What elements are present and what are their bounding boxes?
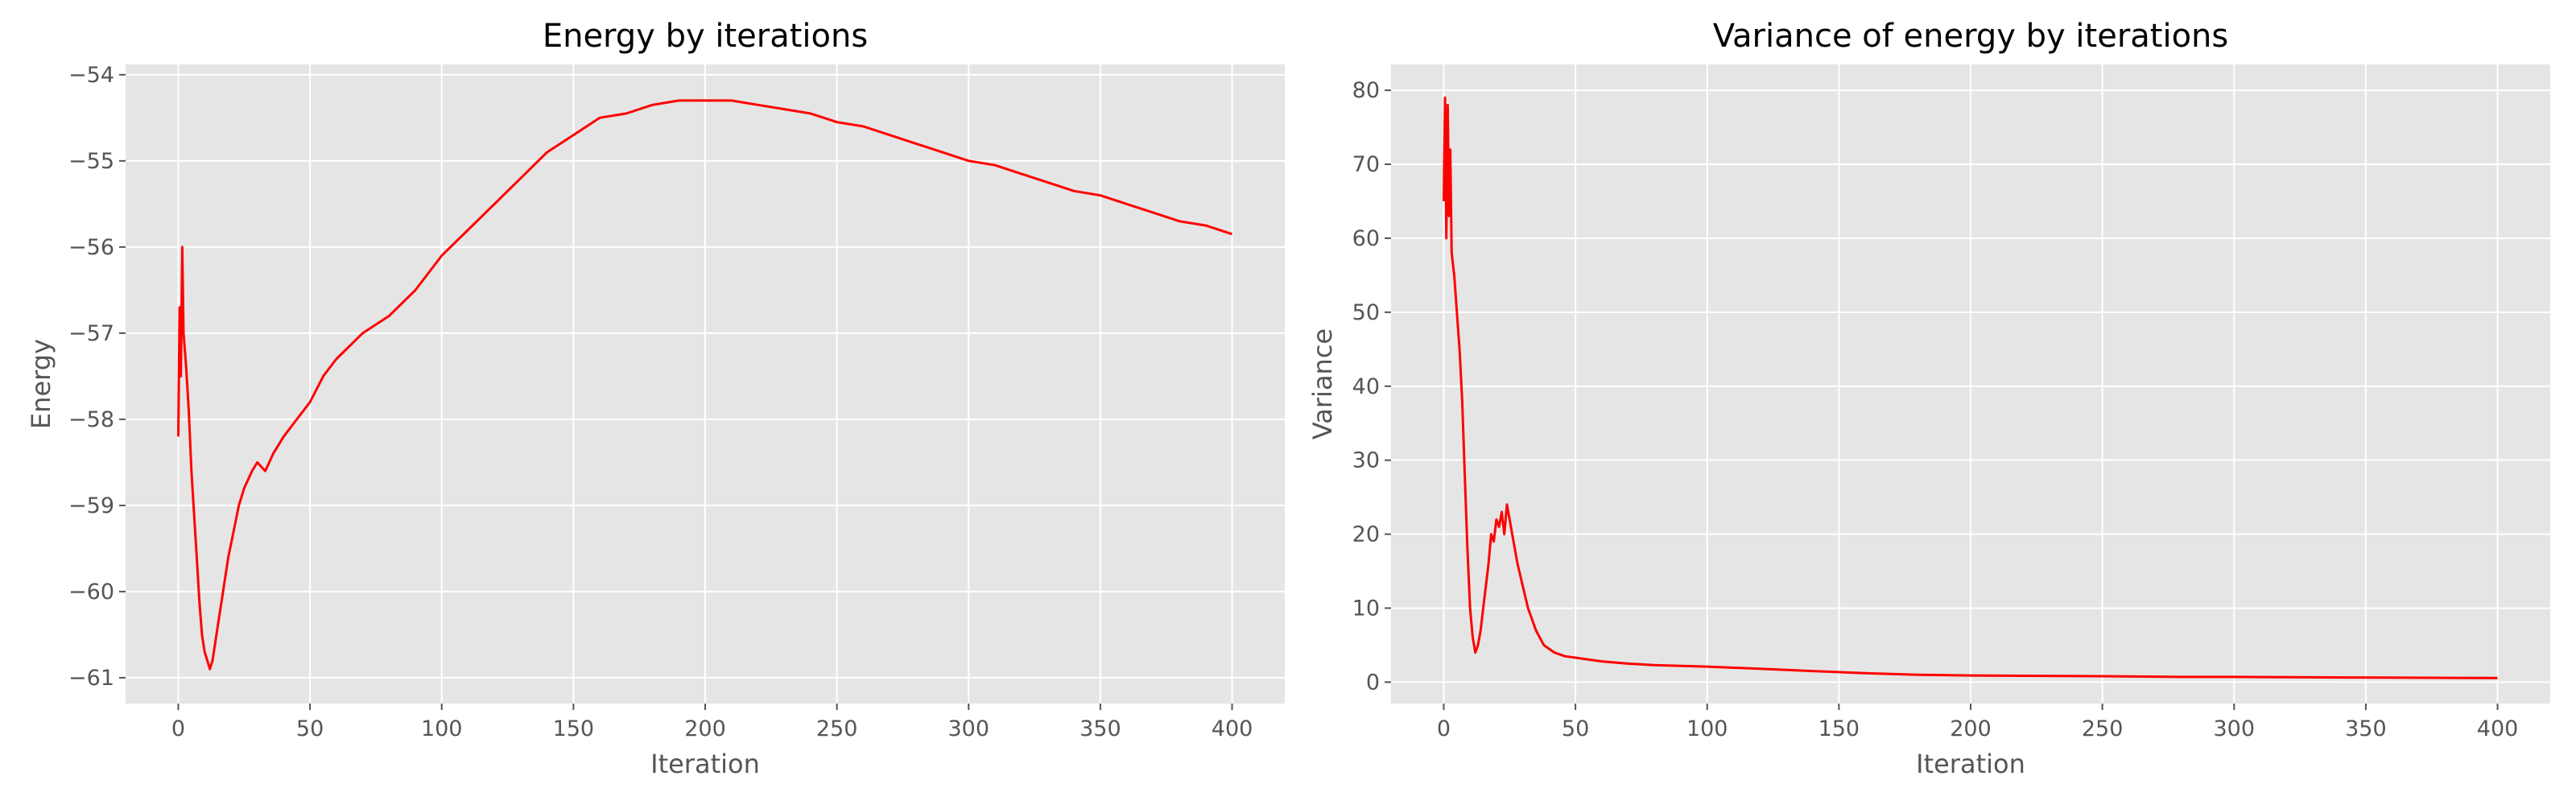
energy-y-axis-label: Energy [26, 339, 56, 429]
variance-chart-title: Variance of energy by iterations [1713, 18, 2228, 55]
energy-x-tick-label: 50 [296, 716, 324, 741]
energy-y-tick-label: −58 [68, 407, 114, 432]
energy-x-tick-label: 150 [553, 716, 595, 741]
variance-grid [1391, 64, 2550, 704]
variance-panel: 0 50 100 150 200 250 300 350 400 0 10 20 30 40 50 60 70 8… [1307, 18, 2550, 779]
variance-y-tick-label: 40 [1352, 374, 1380, 399]
energy-x-tick-label: 200 [684, 716, 726, 741]
variance-x-tick-label: 200 [1950, 716, 1992, 741]
variance-x-tick-label: 350 [2345, 716, 2387, 741]
variance-y-tick-label: 0 [1366, 670, 1380, 695]
variance-ticks: 0 50 100 150 200 250 300 350 400 0 10 20 30 40 50 60 70 8… [1352, 78, 2519, 741]
variance-x-axis-label: Iteration [1916, 749, 2025, 779]
energy-ticks: 0 50 100 150 200 250 300 350 400 −61 −60 −59 −58 −57 −… [68, 63, 1253, 741]
variance-y-tick-label: 70 [1352, 152, 1380, 177]
energy-series-line [177, 99, 1232, 671]
variance-x-tick-label: 0 [1437, 716, 1451, 741]
energy-y-tick-label: −54 [68, 63, 114, 88]
energy-y-tick-label: −55 [68, 149, 114, 174]
energy-chart-title: Energy by iterations [543, 18, 868, 55]
energy-x-tick-label: 400 [1212, 716, 1253, 741]
energy-y-tick-label: −56 [68, 235, 114, 260]
energy-x-tick-label: 0 [171, 716, 185, 741]
variance-y-tick-label: 20 [1352, 522, 1380, 547]
energy-y-tick-label: −57 [68, 321, 114, 346]
variance-y-tick-label: 80 [1352, 78, 1380, 103]
energy-panel: 0 50 100 150 200 250 300 350 400 −61 −60 −59 −58 −57 −… [26, 18, 1285, 779]
variance-y-tick-label: 10 [1352, 596, 1380, 621]
energy-x-tick-label: 350 [1080, 716, 1121, 741]
energy-x-axis-label: Iteration [650, 749, 760, 779]
variance-x-tick-label: 400 [2477, 716, 2519, 741]
energy-grid [126, 64, 1285, 704]
variance-x-tick-label: 100 [1686, 716, 1728, 741]
variance-y-axis-label: Variance [1307, 328, 1338, 440]
energy-y-tick-label: −60 [68, 580, 114, 605]
variance-x-tick-label: 300 [2213, 716, 2255, 741]
variance-series-line [1443, 96, 2498, 679]
energy-y-tick-label: −59 [68, 493, 114, 518]
variance-x-tick-label: 50 [1562, 716, 1589, 741]
variance-y-tick-label: 60 [1352, 226, 1380, 251]
energy-x-tick-label: 250 [816, 716, 858, 741]
variance-y-tick-label: 50 [1352, 300, 1380, 325]
variance-y-tick-label: 30 [1352, 448, 1380, 473]
energy-x-tick-label: 100 [421, 716, 463, 741]
energy-y-tick-label: −61 [68, 666, 114, 691]
variance-x-tick-label: 250 [2082, 716, 2124, 741]
energy-x-tick-label: 300 [947, 716, 989, 741]
variance-x-tick-label: 150 [1818, 716, 1860, 741]
